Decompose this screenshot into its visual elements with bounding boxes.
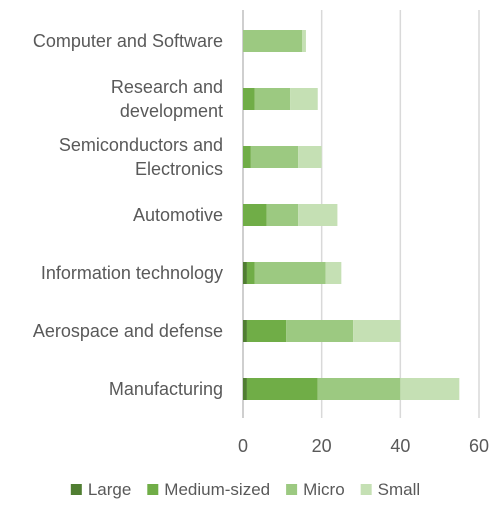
x-tick-label-0: 0 — [238, 436, 248, 456]
bar-segment-medium-sized-6 — [246, 378, 318, 400]
category-label-4: Information technology — [41, 263, 223, 283]
bar-segment-medium-sized-2 — [243, 146, 251, 168]
category-label-1-line-1: development — [120, 101, 223, 121]
bar-segment-small-5 — [353, 320, 401, 342]
x-tick-label-20: 20 — [312, 436, 332, 456]
bar-segment-small-2 — [298, 146, 322, 168]
legend-swatch-micro — [286, 484, 298, 495]
x-tick-label-60: 60 — [469, 436, 489, 456]
bar-segment-micro-4 — [254, 262, 326, 284]
bar-segment-micro-2 — [250, 146, 299, 168]
bar-segment-large-4 — [243, 262, 247, 284]
bar-segment-micro-6 — [317, 378, 401, 400]
bar-segment-small-4 — [325, 262, 342, 284]
category-label-0: Computer and Software — [33, 31, 223, 51]
bar-segment-small-3 — [298, 204, 338, 226]
legend-swatch-medium-sized — [147, 484, 159, 495]
category-label-3: Automotive — [133, 205, 223, 225]
bar-segment-micro-5 — [286, 320, 354, 342]
x-tick-labels: 0 20 40 60 — [238, 436, 489, 456]
bar-segment-medium-sized-1 — [243, 88, 255, 110]
category-label-5: Aerospace and defense — [33, 321, 223, 341]
bar-segment-micro-3 — [266, 204, 299, 226]
bar-segment-medium-sized-3 — [243, 204, 267, 226]
category-label-2-line-1: Electronics — [135, 159, 223, 179]
bar-segment-small-1 — [290, 88, 318, 110]
legend-label-small: Small — [378, 480, 421, 499]
legend: Large Medium-sized Micro Small — [70, 480, 421, 499]
bar-segment-micro-1 — [254, 88, 291, 110]
legend-swatch-small — [360, 484, 372, 495]
category-label-6: Manufacturing — [109, 379, 223, 399]
legend-swatch-large — [70, 484, 82, 495]
x-tick-label-40: 40 — [390, 436, 410, 456]
bar-segment-small-0 — [302, 30, 306, 52]
category-labels: Computer and Software Research and develop… — [33, 31, 223, 399]
bar-segment-medium-sized-4 — [246, 262, 255, 284]
bars — [243, 30, 460, 400]
legend-label-medium-sized: Medium-sized — [164, 480, 270, 499]
bar-segment-large-5 — [243, 320, 247, 342]
bar-segment-small-6 — [400, 378, 460, 400]
legend-label-micro: Micro — [303, 480, 345, 499]
bar-segment-micro-0 — [243, 30, 302, 52]
bar-segment-medium-sized-5 — [246, 320, 287, 342]
category-label-1-line-0: Research and — [111, 77, 223, 97]
category-label-2-line-0: Semiconductors and — [59, 135, 223, 155]
bar-segment-large-6 — [243, 378, 247, 400]
legend-label-large: Large — [88, 480, 131, 499]
